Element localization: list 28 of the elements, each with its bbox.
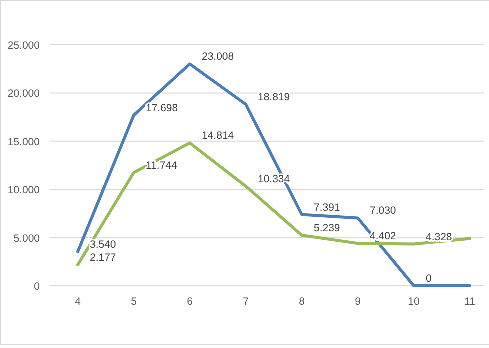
data-label: 0 — [426, 273, 432, 285]
x-tick-label: 8 — [299, 296, 306, 308]
data-label: 2.177 — [90, 252, 116, 264]
data-label: 7.030 — [370, 205, 396, 218]
data-label: 23.008 — [202, 51, 234, 64]
x-tick-label: 7 — [243, 296, 250, 308]
y-tick-label: 0 — [34, 281, 40, 293]
x-tick-label: 9 — [355, 296, 362, 308]
data-label: 18.819 — [258, 92, 290, 104]
data-label: 4.328 — [426, 231, 452, 244]
y-tick-label: 10.000 — [8, 184, 40, 197]
x-tick-label: 5 — [131, 296, 138, 308]
data-label: 11.744 — [146, 160, 178, 172]
data-label: 5.239 — [314, 222, 340, 234]
data-label: 17.698 — [146, 102, 178, 114]
x-tick-label: 10 — [408, 296, 420, 308]
y-tick-label: 20.000 — [8, 88, 40, 100]
x-tick-label: 6 — [187, 296, 194, 308]
data-label: 7.391 — [314, 202, 340, 214]
y-tick-label: 5.000 — [14, 232, 40, 245]
line-series — [76, 62, 472, 288]
x-tick-label: 11 — [464, 296, 476, 308]
line-series — [76, 142, 472, 267]
x-tick-label: 4 — [75, 296, 82, 308]
data-label: 14.814 — [202, 130, 234, 142]
y-tick-label: 15.000 — [8, 136, 40, 148]
data-label: 3.540 — [90, 238, 116, 251]
y-tick-label: 25.000 — [8, 40, 40, 52]
